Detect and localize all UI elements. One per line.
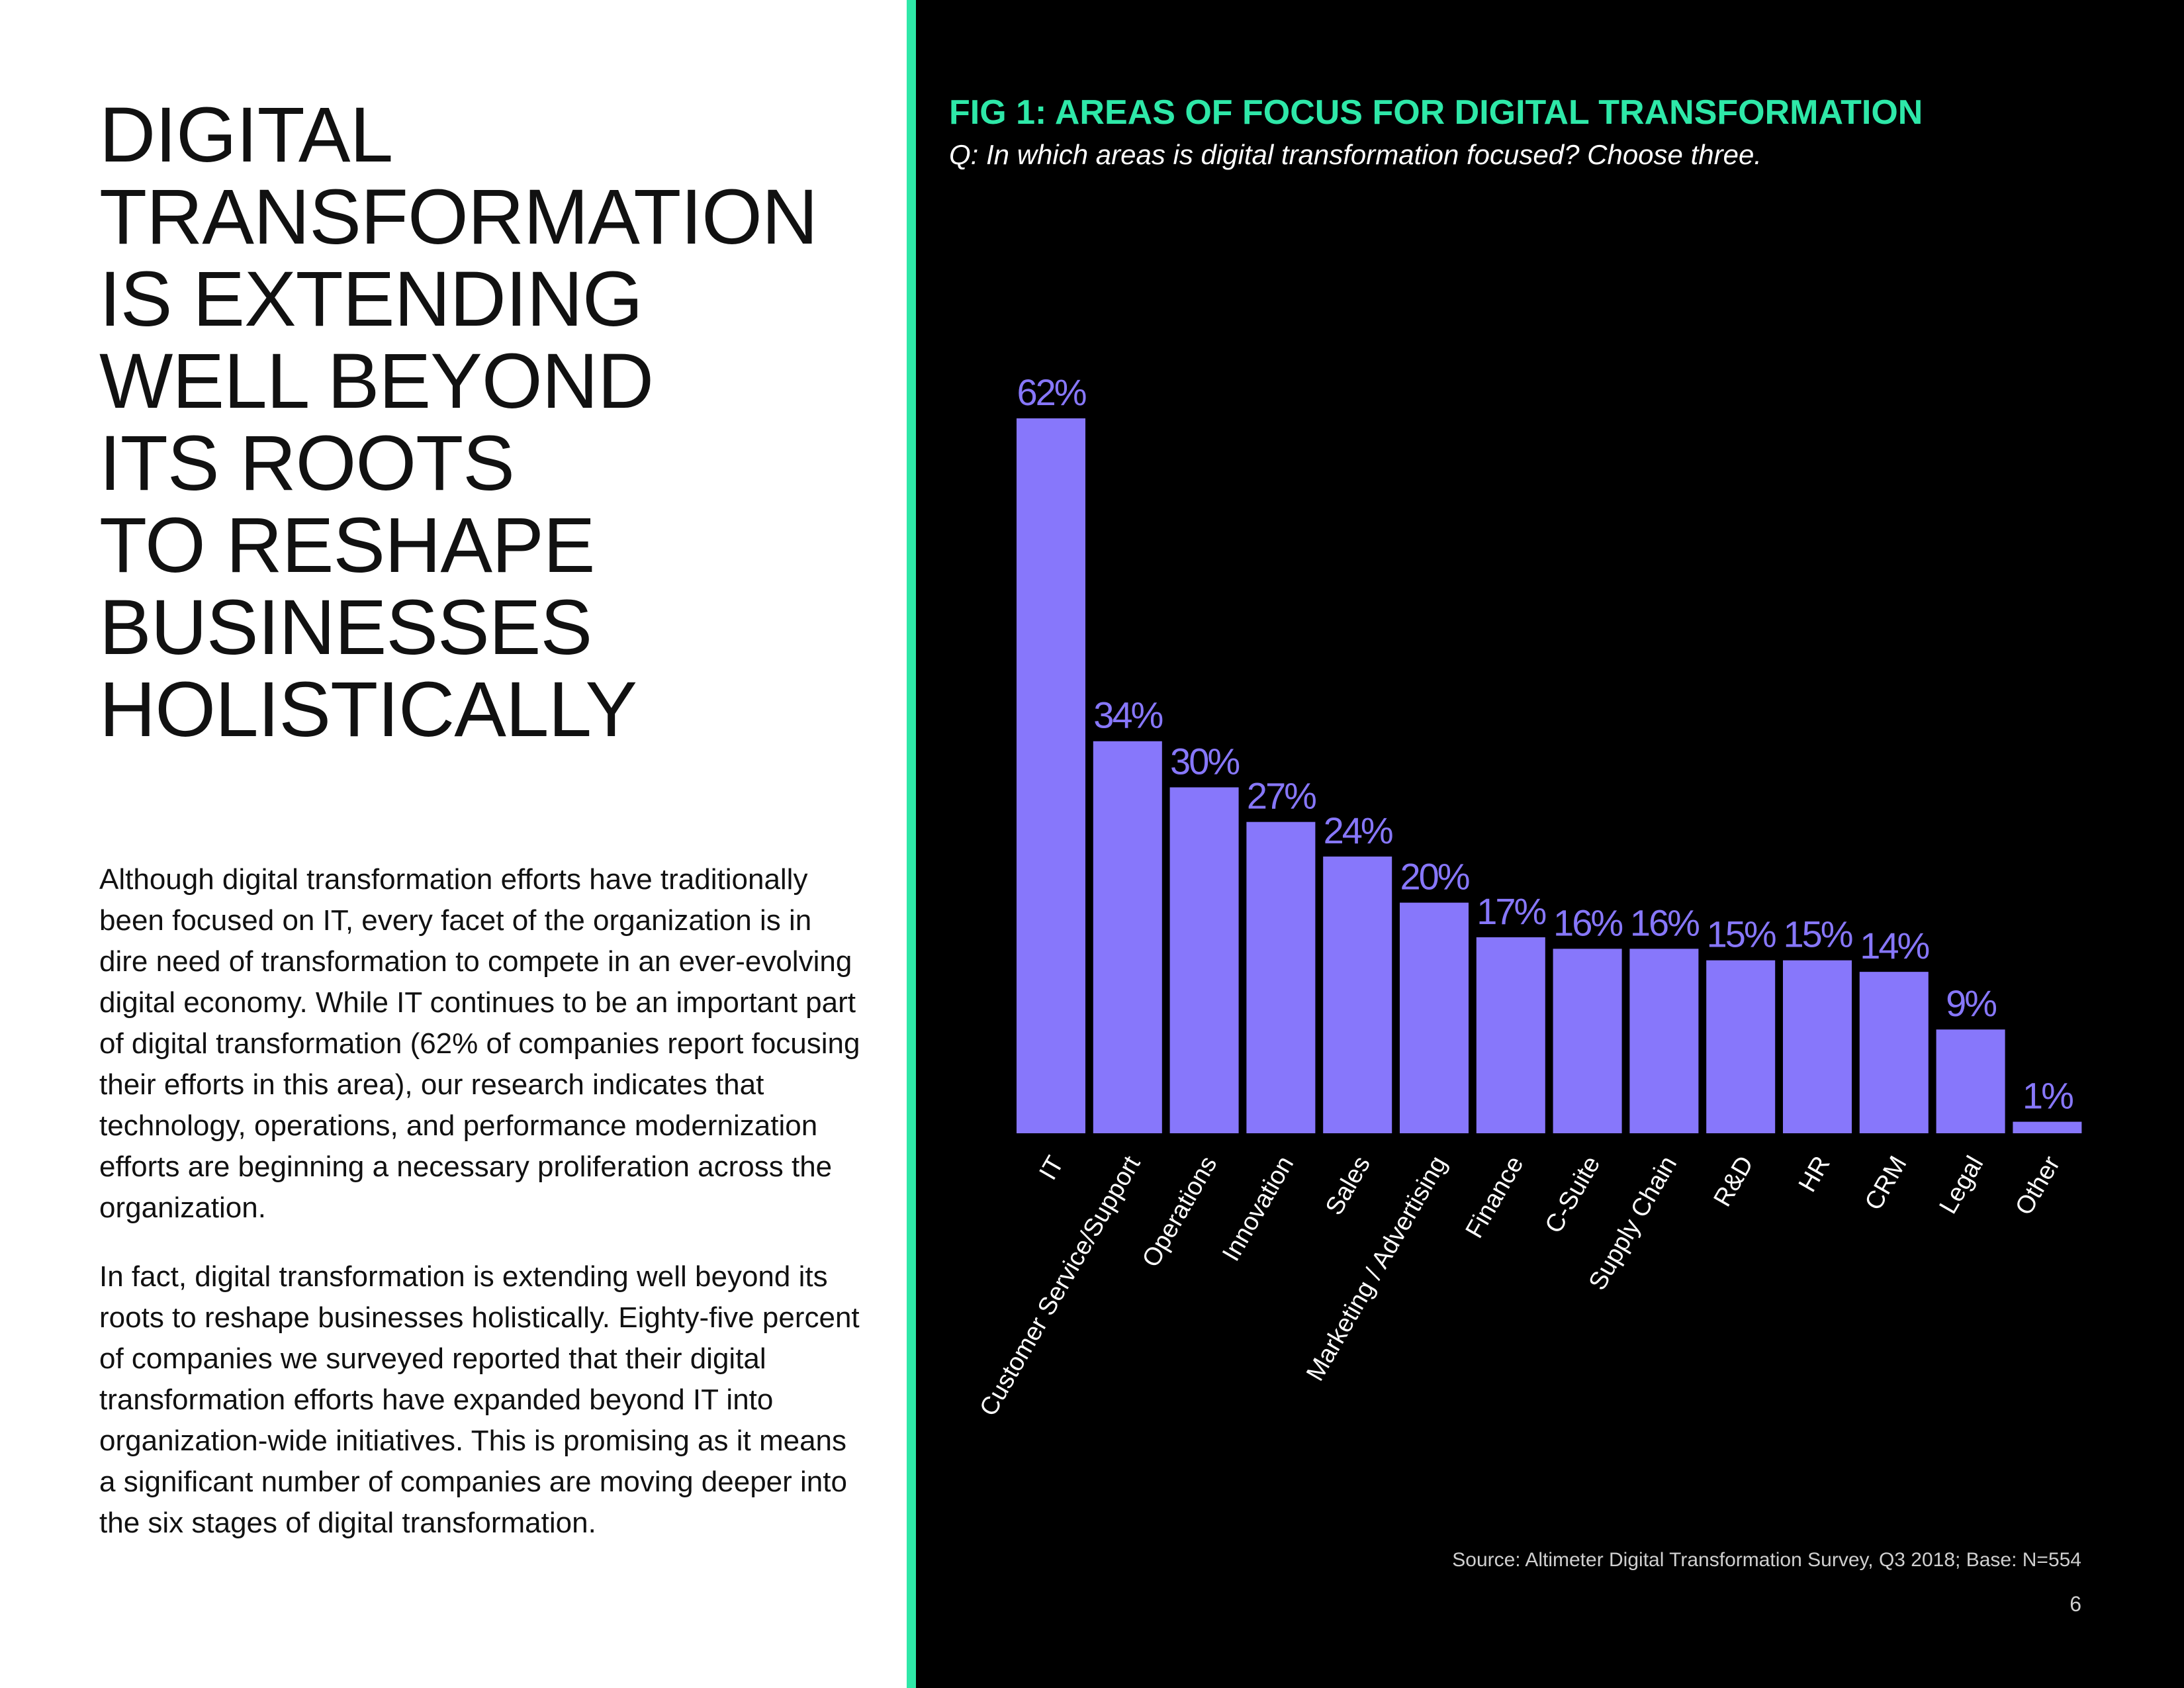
bar xyxy=(1323,856,1392,1133)
accent-divider xyxy=(907,0,916,1688)
category-label: Finance xyxy=(1461,1152,1529,1243)
value-label: 15% xyxy=(1707,914,1776,955)
category-label: IT xyxy=(1034,1152,1069,1185)
headline-line: ITS ROOTS xyxy=(99,420,515,507)
category-label: Operations xyxy=(1137,1152,1222,1272)
bar xyxy=(1400,902,1469,1133)
bar xyxy=(1859,972,1929,1133)
value-label: 15% xyxy=(1783,914,1852,955)
headline-line: IS EXTENDING xyxy=(99,256,643,343)
body-paragraph-2: In fact, digital transformation is exten… xyxy=(99,1260,860,1539)
value-label: 16% xyxy=(1630,902,1699,943)
value-label: 16% xyxy=(1553,902,1622,943)
bar xyxy=(1093,741,1162,1133)
value-label: 24% xyxy=(1324,810,1392,851)
category-label: Sales xyxy=(1320,1152,1376,1220)
value-label: 17% xyxy=(1477,890,1545,932)
category-label: Innovation xyxy=(1217,1151,1299,1266)
bar xyxy=(1783,960,1852,1133)
left-panel: DIGITAL TRANSFORMATION IS EXTENDING WELL… xyxy=(0,0,907,1688)
headline-line: TO RESHAPE xyxy=(99,502,595,589)
category-label: Other xyxy=(2010,1151,2066,1220)
value-label: 30% xyxy=(1170,740,1239,782)
category-label: HR xyxy=(1794,1152,1836,1197)
value-labels-group: 62%34%30%27%24%20%17% 16% 16% 15% 15% 14%9%1% xyxy=(1017,371,2075,1117)
bar xyxy=(1936,1029,2005,1133)
body-paragraph-1: Although digital transformation efforts … xyxy=(99,863,860,1224)
bar xyxy=(2013,1121,2082,1133)
value-label: 1% xyxy=(2023,1075,2073,1117)
value-label: 14% xyxy=(1860,925,1929,966)
bar xyxy=(1169,787,1239,1133)
headline-line: BUSINESSES xyxy=(99,584,592,671)
chart-subtitle: Q: In which areas is digital transformat… xyxy=(949,139,1762,170)
bar xyxy=(1629,949,1699,1133)
bar xyxy=(1246,821,1316,1133)
value-label: 62% xyxy=(1017,371,1085,413)
value-label: 9% xyxy=(1946,982,1996,1024)
category-label: R&D xyxy=(1709,1152,1759,1211)
value-label: 20% xyxy=(1400,856,1469,898)
headline-line: HOLISTICALLY xyxy=(99,666,637,753)
value-label: 34% xyxy=(1093,694,1162,736)
headline-line: TRANSFORMATION xyxy=(99,173,818,261)
page-number: 6 xyxy=(2070,1592,2081,1616)
category-label: Marketing / Advertising xyxy=(1301,1152,1453,1386)
category-label: Customer Service/Support xyxy=(974,1151,1146,1421)
headline-line: WELL BEYOND xyxy=(99,338,654,425)
headline: DIGITAL TRANSFORMATION IS EXTENDING WELL… xyxy=(99,91,818,753)
source-note: Source: Altimeter Digital Transformation… xyxy=(1452,1549,2081,1571)
bar xyxy=(1017,418,1085,1133)
category-label: C-Suite xyxy=(1540,1152,1606,1239)
bar xyxy=(1476,937,1545,1133)
bar xyxy=(1553,949,1622,1133)
value-label: 27% xyxy=(1247,775,1316,817)
chart-title: FIG 1: AREAS OF FOCUS FOR DIGITAL TRANSF… xyxy=(949,93,1923,132)
bars-group xyxy=(1017,418,2082,1133)
category-label: Legal xyxy=(1934,1152,1989,1219)
bar xyxy=(1706,960,1776,1133)
category-label: CRM xyxy=(1860,1152,1913,1215)
headline-line: DIGITAL xyxy=(99,91,393,179)
